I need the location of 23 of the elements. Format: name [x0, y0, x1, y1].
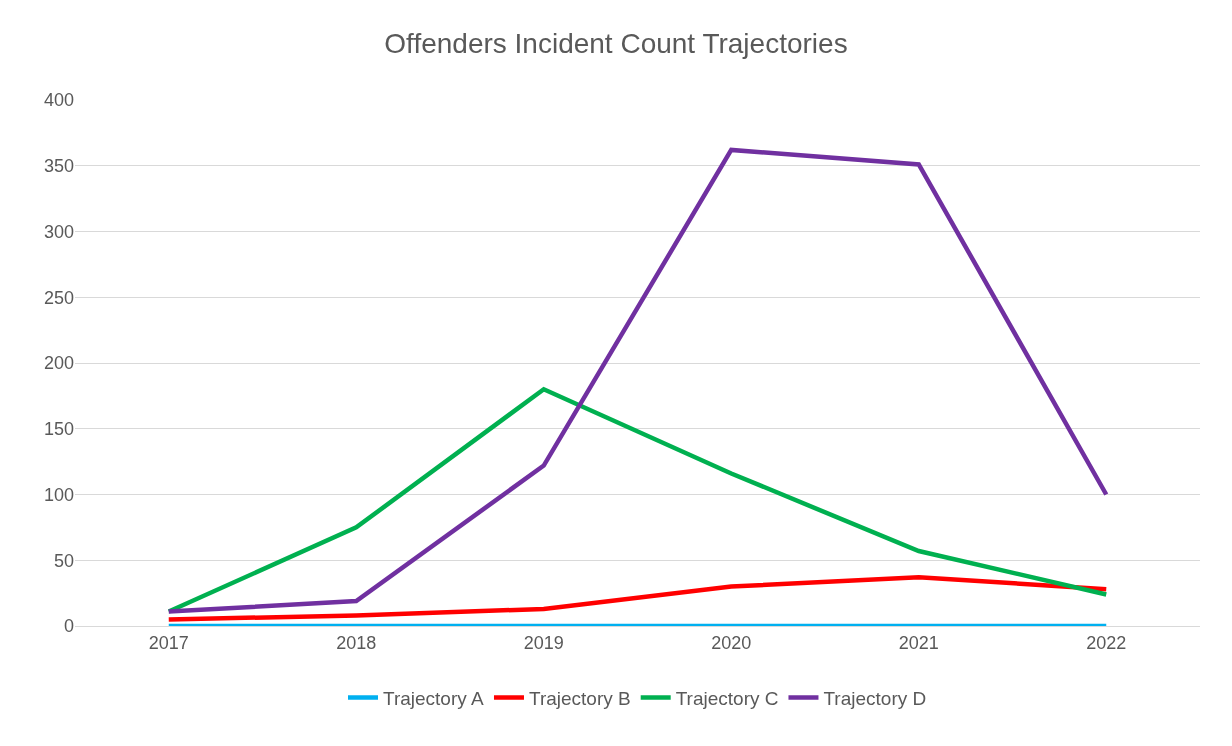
y-tick-label: 250: [43, 287, 74, 308]
legend-label: Trajectory C: [675, 687, 779, 709]
x-tick-label: 2021: [898, 632, 939, 653]
y-tick-label: 50: [53, 550, 74, 571]
y-tick-label: 350: [43, 156, 74, 177]
legend-label: Trajectory A: [383, 687, 484, 709]
y-tick-label: 300: [43, 221, 74, 242]
line-series: [166, 575, 1109, 622]
y-tick-label: 150: [43, 419, 74, 440]
y-tick-label: 100: [43, 484, 74, 505]
y-tick-label: 200: [43, 353, 74, 374]
line-series: [166, 387, 1109, 614]
chart-title: Offenders Incident Count Trajectories: [384, 28, 848, 60]
y-tick-label: 400: [43, 90, 74, 111]
y-tick-label: 0: [63, 616, 74, 637]
x-tick-label: 2017: [148, 632, 189, 653]
x-tick-label: 2018: [336, 632, 377, 653]
line-series: [166, 147, 1109, 614]
x-tick-label: 2020: [711, 632, 752, 653]
legend-label: Trajectory D: [823, 687, 927, 709]
x-tick-label: 2022: [1086, 632, 1127, 653]
x-tick-label: 2019: [523, 632, 564, 653]
legend-label: Trajectory B: [528, 687, 631, 709]
